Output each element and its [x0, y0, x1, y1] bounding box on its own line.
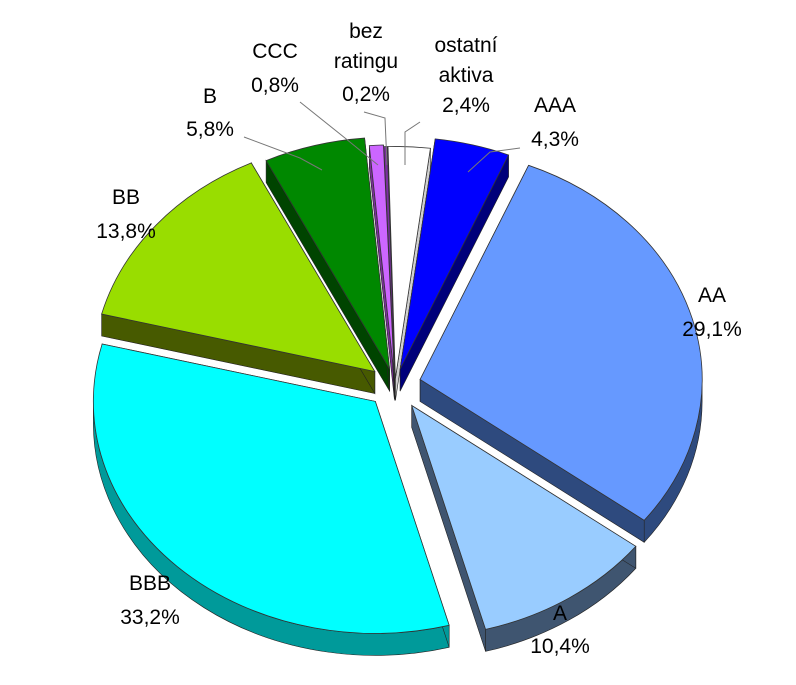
slice-value-label-aa: 29,1% — [682, 318, 742, 341]
slice-value-label-aaa: 4,3% — [531, 128, 579, 151]
leader-lines — [243, 101, 521, 173]
slice-bez-ratingu — [383, 146, 396, 379]
leader-line-b — [243, 136, 323, 171]
slice-name-label-a: A — [553, 602, 567, 625]
slice-aa — [419, 164, 703, 521]
slice-bbb — [92, 343, 450, 634]
slice-name-label-aa: AA — [698, 284, 726, 307]
slice-value-label-ccc: 0,8% — [251, 74, 299, 97]
slice-ccc — [368, 144, 395, 377]
slice-name-label-ostatni-aktiva: aktiva — [439, 64, 494, 87]
leader-line-ostatni-aktiva — [404, 121, 421, 165]
leader-line-bez-ratingu — [363, 111, 388, 166]
slice-name-label-ccc: CCC — [252, 40, 298, 63]
slice-value-label-b: 5,8% — [186, 118, 234, 141]
slice-name-label-bez-ratingu: bez — [349, 20, 383, 43]
slice-ostatni-aktiva — [387, 146, 431, 379]
slice-value-label-ostatni-aktiva: 2,4% — [442, 94, 490, 117]
slice-name-label-bez-ratingu: ratingu — [334, 50, 398, 73]
slice-value-label-bb: 13,8% — [96, 220, 156, 243]
slice-value-label-bbb: 33,2% — [120, 606, 180, 629]
slice-value-label-bez-ratingu: 0,2% — [342, 83, 390, 106]
leader-line-ccc — [299, 101, 379, 166]
slice-b — [265, 137, 391, 370]
slice-name-label-b: B — [203, 85, 217, 108]
leader-line-aaa — [467, 147, 521, 173]
slice-name-label-ostatni-aktiva: ostatní — [434, 34, 497, 57]
slice-aaa — [399, 138, 510, 370]
slice-value-label-a: 10,4% — [530, 635, 590, 658]
slice-name-label-bb: BB — [112, 186, 140, 209]
slice-name-label-bbb: BBB — [129, 572, 171, 595]
slice-bb — [101, 162, 376, 373]
slice-name-label-aaa: AAA — [534, 94, 576, 117]
slice-a — [411, 404, 637, 630]
pie-slices — [92, 137, 703, 634]
